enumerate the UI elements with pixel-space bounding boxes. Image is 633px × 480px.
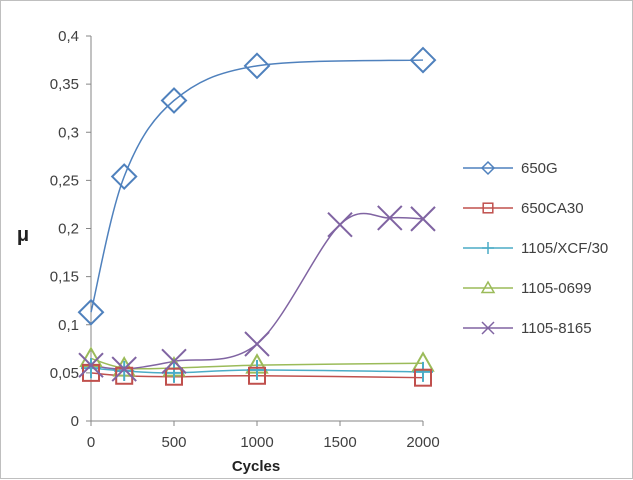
y-tick-label: 0 (71, 413, 79, 430)
y-tick-label: 0,05 (50, 365, 79, 382)
y-tick-label: 0,4 (58, 28, 79, 45)
x-tick-label: 0 (87, 434, 95, 451)
data-point-series-3 (247, 359, 267, 380)
x-tick-label: 2000 (406, 434, 439, 451)
legend-label: 650G (521, 160, 558, 177)
plot-area (77, 46, 437, 387)
data-point-series-2 (248, 366, 266, 385)
data-point-series-5 (111, 356, 137, 382)
legend: 650G 650CA30 1105/XCF/30 1105-0699 1105-8165 (463, 160, 608, 337)
data-point-series-1 (243, 52, 271, 80)
y-tick-label: 0,3 (58, 124, 79, 141)
legend-item: 650G (463, 160, 558, 177)
data-point-series-5 (377, 205, 403, 231)
y-tick-label: 0,15 (50, 269, 79, 286)
legend-item: 1105-0699 (463, 280, 592, 297)
data-point-series-5 (244, 331, 270, 357)
y-ticks: 0 0,05 0,1 0,15 0,2 0,25 0,3 0,35 0,4 (50, 28, 91, 430)
x-ticks: 0 500 1000 1500 2000 (87, 421, 440, 451)
series-line-1 (90, 59, 424, 313)
legend-item: 1105/XCF/30 (463, 240, 608, 257)
data-point-series-3 (413, 361, 433, 382)
series-line-5 (90, 212, 424, 370)
data-point-series-1 (110, 163, 138, 190)
data-point-series-5 (410, 206, 436, 232)
y-tick-label: 0,2 (58, 221, 79, 238)
legend-item: 650CA30 (463, 200, 584, 217)
y-tick-label: 0,25 (50, 172, 79, 189)
data-point-series-2 (414, 368, 432, 387)
data-point-series-1 (160, 87, 188, 114)
data-point-series-2 (165, 367, 183, 386)
legend-marker (482, 242, 494, 254)
legend-marker (480, 280, 496, 294)
data-point-series-5 (78, 352, 104, 378)
y-tick-label: 0,35 (50, 76, 79, 93)
x-tick-label: 1500 (323, 434, 356, 451)
legend-label: 1105-0699 (521, 280, 592, 297)
legend-marker (480, 160, 496, 176)
data-point-series-3 (81, 358, 101, 379)
legend-marker (481, 321, 495, 335)
x-tick-label: 1000 (240, 434, 273, 451)
legend-label: 1105/XCF/30 (521, 240, 608, 257)
x-axis-label: Cycles (232, 458, 280, 475)
data-point-series-5 (327, 211, 353, 238)
data-point-series-5 (161, 348, 187, 375)
legend-label: 1105-8165 (521, 320, 592, 337)
legend-marker (482, 202, 494, 214)
legend-item: 1105-8165 (463, 320, 592, 337)
data-point-series-1 (409, 46, 437, 74)
x-tick-label: 500 (161, 434, 186, 451)
y-axis-label: μ (17, 224, 29, 246)
data-point-series-3 (114, 360, 135, 381)
y-tick-label: 0,1 (58, 317, 79, 334)
legend-label: 650CA30 (521, 200, 584, 217)
data-point-series-1 (77, 298, 105, 326)
data-point-series-3 (164, 362, 184, 383)
